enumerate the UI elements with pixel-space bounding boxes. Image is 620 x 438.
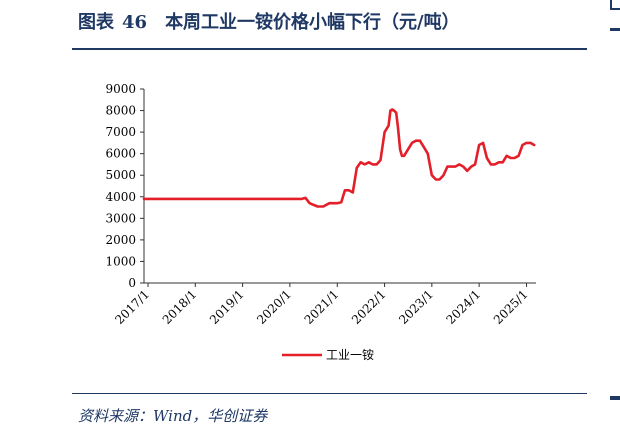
x-axis: 2017/1 2018/1 2019/1 2020/1 2021/1 2022/1 2023… — [112, 282, 536, 327]
y-tick-label: 7000 — [105, 125, 136, 139]
y-tick-label: 3000 — [105, 211, 136, 225]
y-tick-label: 6000 — [105, 147, 136, 161]
x-tick-label: 2017/1 — [112, 287, 152, 327]
series-layer — [142, 108, 536, 208]
adjacent-page-edge — [610, 0, 620, 10]
legend-label: 工业一铵 — [326, 347, 374, 362]
y-tick-label: 5000 — [105, 168, 136, 182]
adjacent-page-rule — [610, 28, 620, 31]
legend: 工业一铵 — [282, 347, 374, 362]
figure-label: 图表 — [78, 12, 114, 33]
x-tick-label: 2025/1 — [491, 287, 531, 327]
figure-number: 46 — [122, 12, 148, 33]
x-tick-label: 2024/1 — [443, 287, 483, 327]
bottom-rule — [72, 393, 587, 394]
x-tick-label: 2022/1 — [349, 287, 389, 327]
x-tick-label: 2023/1 — [396, 287, 436, 327]
source-note: 资料来源：Wind，华创证券 — [78, 407, 268, 425]
y-tick-label: 9000 — [105, 82, 136, 96]
x-tick-label: 2018/1 — [160, 287, 200, 327]
x-tick-label: 2021/1 — [302, 287, 342, 327]
adjacent-page-rule-bottom — [610, 396, 620, 400]
top-rule — [72, 48, 587, 50]
figure-title: 图表 46 本周工业一铵价格小幅下行（元/吨） — [78, 8, 460, 34]
y-axis: 0 1000 2000 3000 4000 5000 6000 7000 8000 9000 — [105, 82, 145, 290]
y-tick-label: 0 — [128, 276, 136, 290]
y-tick-label: 1000 — [105, 254, 136, 268]
x-tick-label: 2019/1 — [207, 287, 247, 327]
y-tick-label: 2000 — [105, 233, 136, 247]
figure-title-text: 本周工业一铵价格小幅下行（元/吨） — [165, 12, 460, 33]
series-line — [142, 108, 536, 208]
x-tick-label: 2020/1 — [254, 287, 294, 327]
y-tick-label: 8000 — [105, 104, 136, 118]
y-tick-label: 4000 — [105, 190, 136, 204]
